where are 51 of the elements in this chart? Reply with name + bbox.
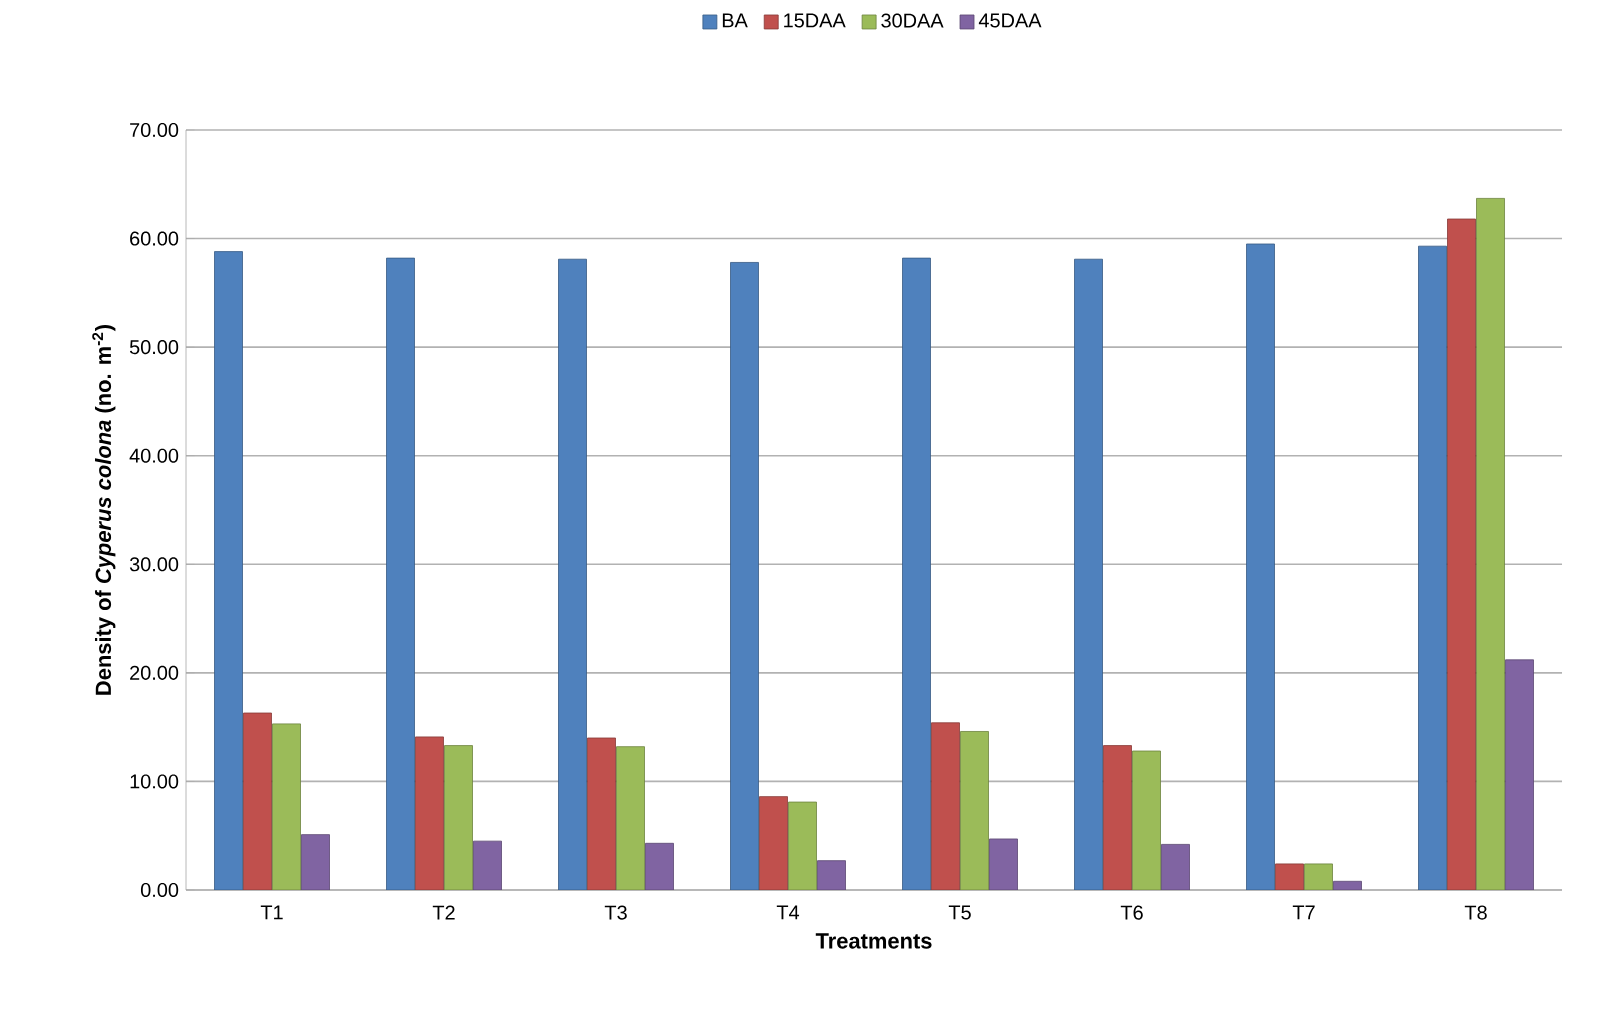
y-tick-label: 60.00 [130, 231, 179, 246]
bar [989, 838, 1018, 890]
x-tick-label: T1 [260, 905, 283, 920]
bar [444, 745, 473, 890]
y-tick-label: 20.00 [130, 665, 179, 680]
bar [759, 796, 788, 890]
x-axis-title: Treatments [815, 933, 932, 949]
bar [616, 746, 645, 890]
x-tick-label: T4 [776, 905, 800, 920]
legend-label: 30DAA [881, 13, 944, 28]
bar [1418, 245, 1447, 890]
bar [415, 736, 444, 890]
bar [1161, 844, 1190, 890]
bar [1132, 750, 1161, 890]
y-tick-label: 30.00 [129, 557, 179, 572]
legend-label: 15DAA [784, 13, 846, 28]
x-tick-label: T6 [1120, 905, 1143, 920]
bar [902, 257, 931, 890]
y-tick-label: 40.00 [129, 448, 179, 463]
bar [587, 737, 616, 890]
bar [272, 723, 301, 890]
bar [645, 842, 674, 890]
legend-label: BA [722, 13, 748, 28]
x-tick-label: T8 [1464, 905, 1487, 920]
bar [1476, 197, 1505, 890]
bar [1505, 659, 1534, 890]
y-axis-title: Density of Cyperus colona (no. m$^{-2}$) [92, 324, 116, 695]
y-tick-label: 0.00 [140, 882, 179, 898]
bar [558, 258, 587, 890]
y-tick-label: 10.00 [130, 774, 179, 789]
bar [1246, 243, 1275, 890]
bar [1103, 745, 1132, 890]
bar [931, 722, 960, 890]
bar [473, 840, 502, 890]
bar [243, 712, 272, 890]
x-tick-label: T7 [1292, 905, 1315, 920]
bar [788, 801, 817, 890]
bar [817, 860, 846, 890]
bar [214, 251, 243, 890]
y-tick-label: 70.00 [130, 122, 179, 138]
bar [386, 257, 415, 890]
bar [960, 731, 989, 890]
bar [1447, 218, 1476, 890]
bar [301, 834, 330, 890]
bar [730, 262, 759, 890]
x-tick-label: T5 [948, 905, 971, 920]
y-tick-label: 50.00 [129, 340, 179, 355]
x-tick-label: T2 [432, 905, 455, 920]
legend-label: 45DAA [978, 13, 1042, 28]
bar [1074, 258, 1103, 890]
x-tick-label: T3 [604, 905, 627, 920]
